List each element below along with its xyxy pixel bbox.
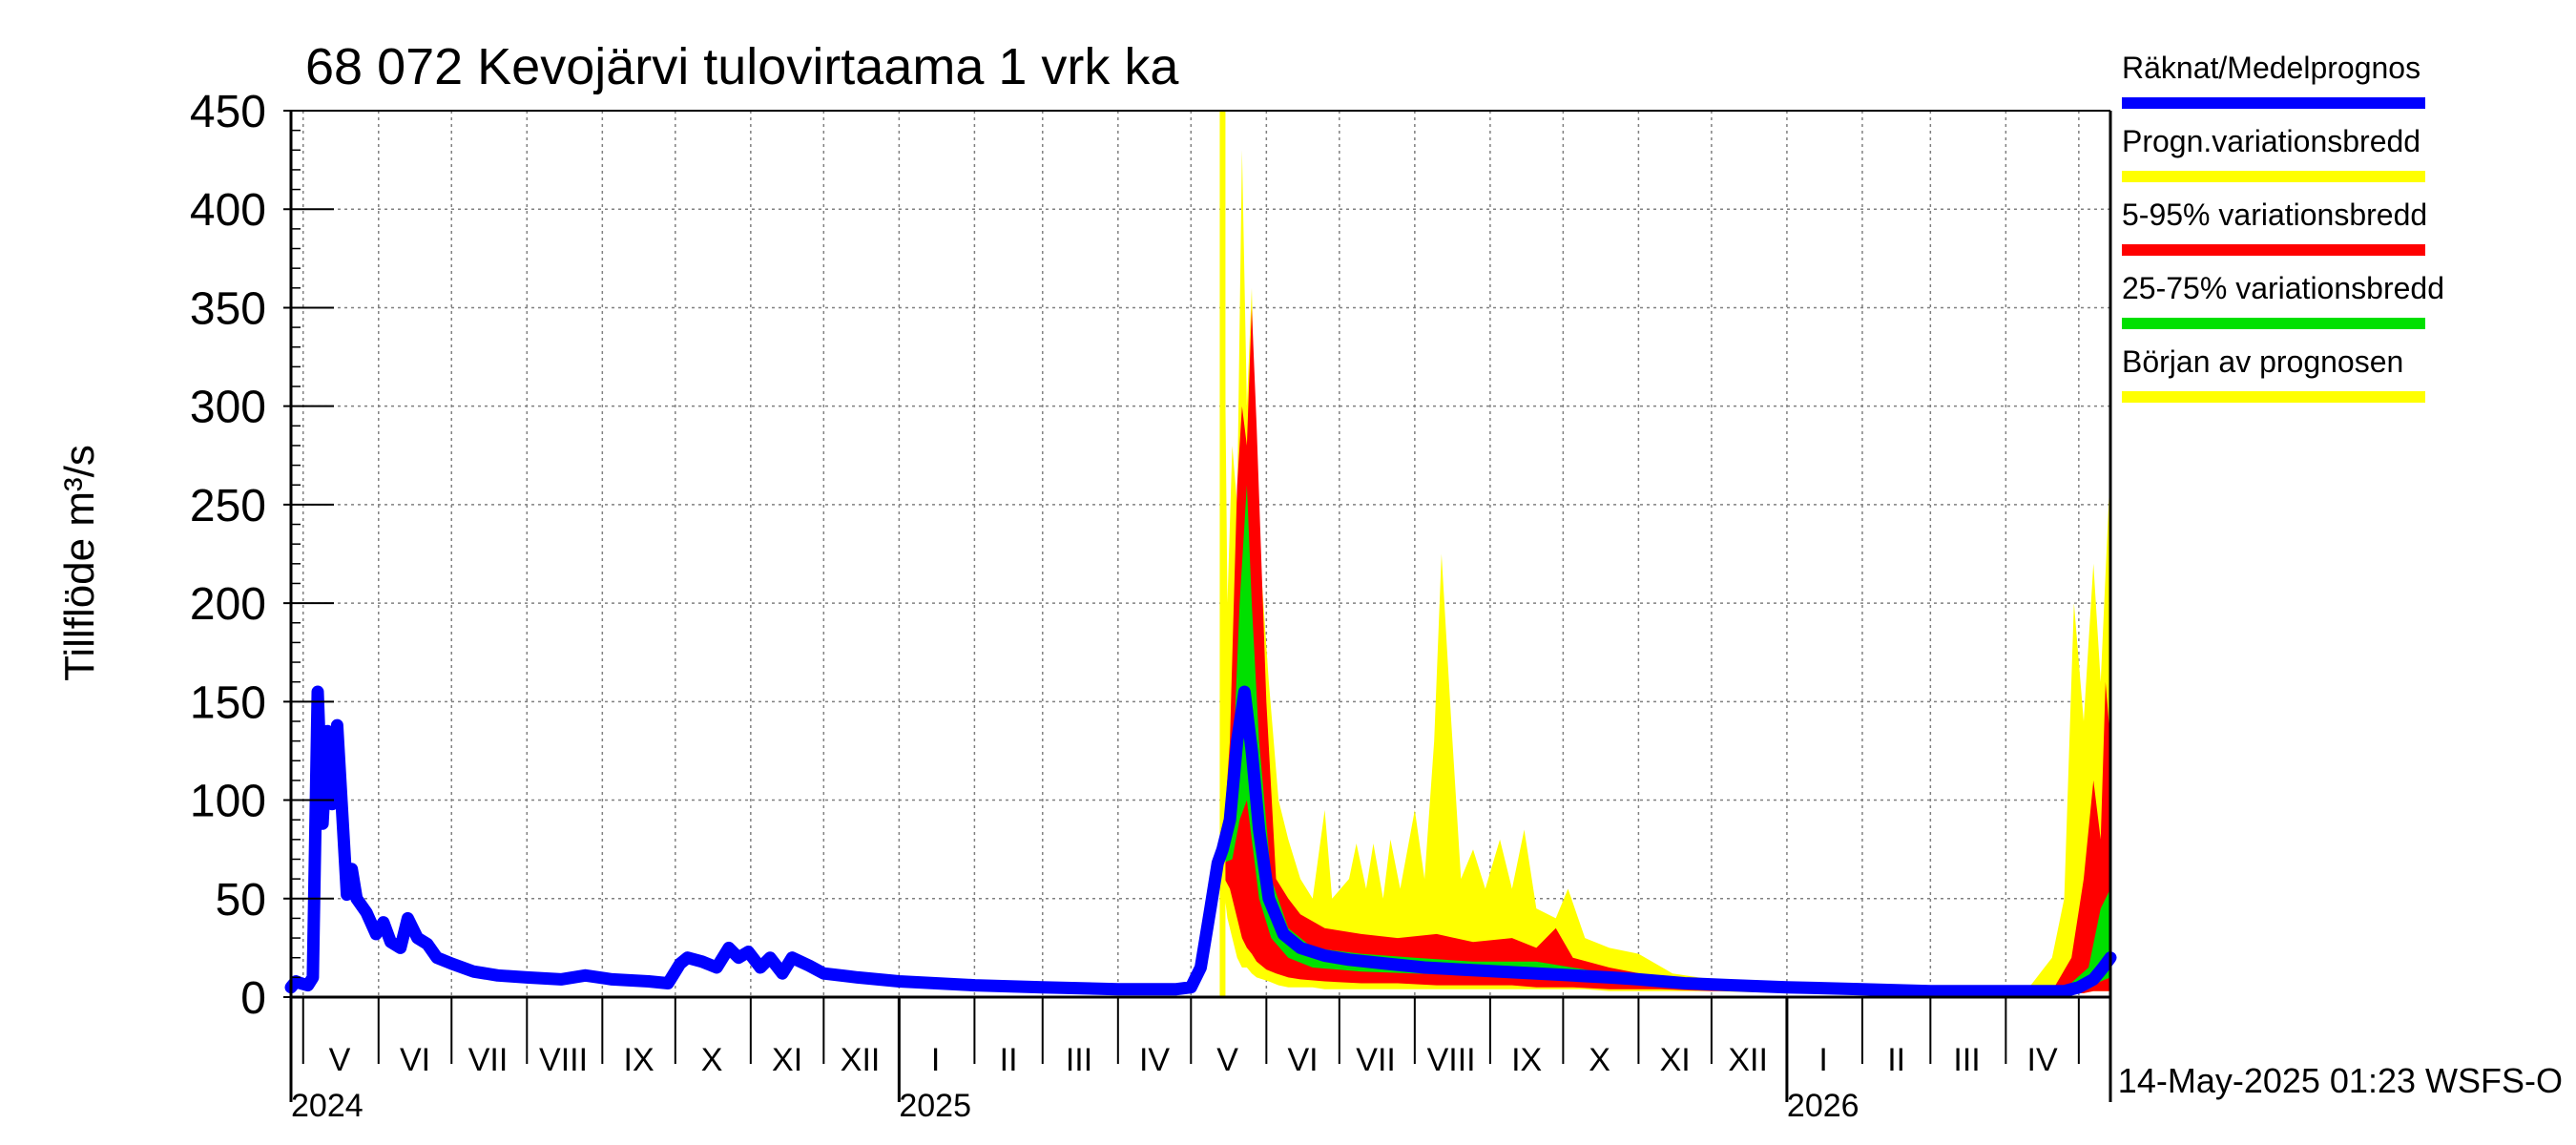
x-month-label: II: [1000, 1042, 1018, 1078]
x-month-label: XII: [1728, 1042, 1768, 1078]
legend-label: Början av prognosen: [2122, 344, 2403, 379]
grid: [291, 110, 2110, 998]
x-month-label: V: [1216, 1042, 1238, 1078]
y-tick-label: 0: [240, 973, 266, 1024]
legend-swatch: [2122, 391, 2425, 403]
x-month-label: VIII: [539, 1042, 588, 1078]
x-month-label: III: [1953, 1042, 1980, 1078]
x-month-label: X: [701, 1042, 723, 1078]
y-tick-label: 450: [190, 87, 266, 137]
x-month-label: VII: [1356, 1042, 1396, 1078]
legend-label: Progn.variationsbredd: [2122, 124, 2420, 158]
band-5-95-variationsbredd: [1222, 307, 2110, 993]
flow-lines: [284, 111, 2117, 998]
x-year-label: 2024: [291, 1088, 364, 1124]
legend-label: 5-95% variationsbredd: [2122, 198, 2427, 232]
x-month-label: XI: [1660, 1042, 1691, 1078]
x-month-label: VII: [468, 1042, 509, 1078]
y-tick-label: 200: [190, 579, 266, 630]
legend-swatch: [2122, 318, 2425, 329]
series-computed-line: [284, 685, 2117, 998]
plot-area: [291, 111, 2110, 997]
x-year-label: 2026: [1787, 1088, 1859, 1124]
x-month-label: I: [1818, 1042, 1827, 1078]
x-year-label: 2025: [899, 1088, 971, 1124]
x-month-label: XII: [841, 1042, 881, 1078]
y-tick-label: 300: [190, 383, 266, 433]
chart-title: 68 072 Kevojärvi tulovirtaama 1 vrk ka: [305, 38, 1179, 95]
x-month-label: IV: [2027, 1042, 2058, 1078]
y-axis-title: Tillflöde m³/s: [56, 445, 103, 681]
y-tick-label: 350: [190, 283, 266, 334]
x-month-label: V: [329, 1042, 351, 1078]
y-tick-label: 400: [190, 185, 266, 236]
legend-swatch: [2122, 97, 2425, 109]
legend: Räknat/Medelprognos Progn.variationsbredd…: [2122, 51, 2444, 403]
legend-label: Räknat/Medelprognos: [2122, 51, 2420, 85]
x-month-label: IX: [1511, 1042, 1542, 1078]
footer-timestamp: 14-May-2025 01:23 WSFS-O: [2118, 1061, 2563, 1100]
legend-swatch: [2122, 171, 2425, 182]
y-tick-label: 100: [190, 777, 266, 827]
band-progn-variationsbredd: [1222, 111, 2110, 993]
x-month-label: II: [1887, 1042, 1905, 1078]
x-month-label: I: [931, 1042, 940, 1078]
y-tick-label: 50: [216, 875, 266, 926]
x-month-label: VIII: [1427, 1042, 1476, 1078]
variation-bands: [1222, 111, 2110, 993]
x-month-label: XI: [772, 1042, 802, 1078]
x-month-label: VI: [1288, 1042, 1319, 1078]
legend-swatch: [2122, 244, 2425, 256]
x-month-label: VI: [400, 1042, 430, 1078]
legend-label: 25-75% variationsbredd: [2122, 271, 2444, 305]
x-month-label: X: [1589, 1042, 1610, 1078]
y-tick-label: 250: [190, 481, 266, 531]
y-tick-label: 150: [190, 677, 266, 728]
x-month-label: III: [1066, 1042, 1092, 1078]
y-axis-title-group: Tillflöde m³/s: [56, 445, 103, 681]
x-month-label: IX: [624, 1042, 654, 1078]
x-month-label: IV: [1139, 1042, 1170, 1078]
